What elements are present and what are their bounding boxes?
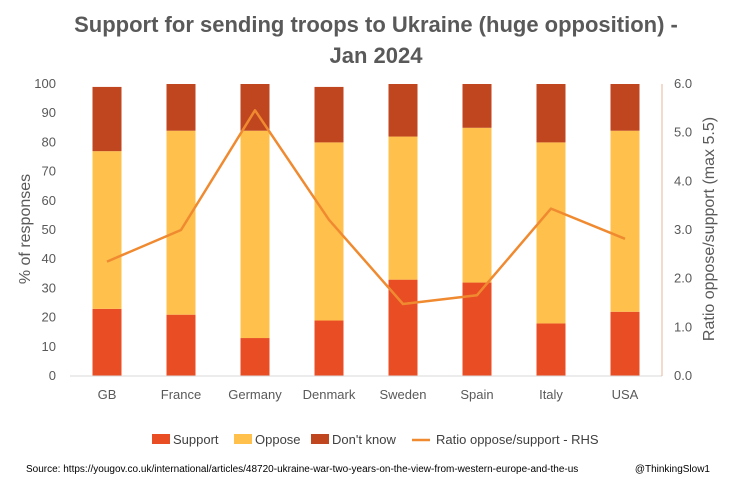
y2-tick-label: 3.0 — [674, 222, 692, 237]
bar-oppose-france — [166, 130, 196, 315]
y-tick-label: 30 — [42, 280, 56, 295]
bar-don-t-know-gb — [92, 86, 122, 152]
bar-support-denmark — [314, 320, 344, 376]
author-handle: @ThinkingSlow1 — [635, 464, 711, 475]
y2-tick-label: 2.0 — [674, 271, 692, 286]
x-tick-label: Spain — [460, 387, 493, 402]
x-tick-label: France — [161, 387, 201, 402]
x-axis — [70, 84, 663, 377]
bar-don-t-know-denmark — [314, 86, 344, 143]
bar-don-t-know-usa — [610, 84, 640, 131]
y-tick-label: 10 — [42, 339, 56, 354]
y2-tick-label: 1.0 — [674, 319, 692, 334]
x-tick-label: GB — [98, 387, 117, 402]
ratio-line-layer — [106, 109, 626, 306]
y2-tick-label: 4.0 — [674, 173, 692, 188]
bar-don-t-know-france — [166, 84, 196, 131]
y-tick-label: 60 — [42, 193, 56, 208]
bar-support-usa — [610, 311, 640, 376]
legend-label-ratio: Ratio oppose/support - RHS — [436, 432, 599, 447]
legend-label-dont-know: Don't know — [332, 432, 397, 447]
legend-label-oppose: Oppose — [255, 432, 301, 447]
bar-oppose-usa — [610, 130, 640, 312]
y2-axis-label: Ratio oppose/support (max 5.5) — [701, 117, 718, 341]
bar-oppose-sweden — [388, 136, 418, 280]
y-tick-label: 70 — [42, 164, 56, 179]
source-text: Source: https://yougov.co.uk/internation… — [26, 464, 578, 475]
left-axis-ticks: 0 10 20 30 40 50 60 70 80 90 100 — [34, 76, 56, 383]
y-tick-label: 0 — [49, 368, 56, 383]
y-tick-label: 90 — [42, 105, 56, 120]
bar-support-gb — [92, 308, 122, 376]
chart-title-line2: Jan 2024 — [330, 43, 424, 68]
chart-title-line1: Support for sending troops to Ukraine (h… — [74, 12, 678, 37]
ratio-line — [106, 109, 626, 306]
bar-don-t-know-sweden — [388, 84, 418, 137]
bar-don-t-know-spain — [462, 84, 492, 128]
legend-swatch-dont-know — [311, 434, 329, 444]
bar-don-t-know-italy — [536, 84, 566, 143]
y-tick-label: 100 — [34, 76, 56, 91]
bars — [92, 84, 640, 376]
legend-swatch-support — [152, 434, 170, 444]
bar-oppose-italy — [536, 142, 566, 324]
bar-support-spain — [462, 282, 492, 376]
x-tick-label: Germany — [228, 387, 282, 402]
x-tick-label: Sweden — [380, 387, 427, 402]
y2-tick-label: 5.0 — [674, 125, 692, 140]
x-axis-ticks: GB France Germany Denmark Sweden Spain Italy US… — [98, 387, 639, 402]
y-axis-label: % of responses — [17, 174, 34, 284]
x-tick-label: Denmark — [303, 387, 356, 402]
bar-oppose-germany — [240, 130, 270, 339]
bar-support-sweden — [388, 279, 418, 376]
bar-support-italy — [536, 323, 566, 376]
y2-tick-label: 6.0 — [674, 76, 692, 91]
y-tick-label: 40 — [42, 251, 56, 266]
y-tick-label: 20 — [42, 310, 56, 325]
y-tick-label: 80 — [42, 134, 56, 149]
right-axis-ticks: 0.0 1.0 2.0 3.0 4.0 5.0 6.0 — [674, 76, 692, 383]
bar-oppose-gb — [92, 151, 122, 309]
bar-oppose-spain — [462, 127, 492, 283]
bar-support-france — [166, 314, 196, 376]
legend-swatch-oppose — [234, 434, 252, 444]
y-tick-label: 50 — [42, 222, 56, 237]
x-tick-label: USA — [612, 387, 639, 402]
y2-tick-label: 0.0 — [674, 368, 692, 383]
bar-support-germany — [240, 338, 270, 376]
legend-label-support: Support — [173, 432, 219, 447]
legend: Support Oppose Don't know Ratio oppose/s… — [152, 432, 599, 447]
x-tick-label: Italy — [539, 387, 563, 402]
